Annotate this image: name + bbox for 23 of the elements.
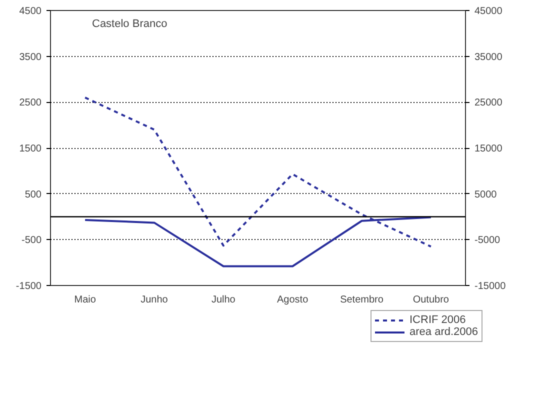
y-tick-label: 2500: [19, 98, 42, 109]
x-tick-label: Junho: [140, 294, 168, 306]
y2-tick-label: 45000: [474, 6, 503, 17]
text: Castelo Branco: [92, 18, 168, 30]
y-tick-label: 1500: [19, 144, 42, 154]
x-tick-label: Agosto: [277, 294, 309, 306]
y2-tick-label: 35000: [474, 52, 503, 63]
y2-tick-label: 25000: [474, 98, 503, 109]
x-tick-label: Setembro: [340, 294, 384, 306]
y2-tick-label: 5000: [474, 189, 498, 200]
y2-tick-label: -5000: [474, 235, 501, 246]
y2-tick-label: 15000: [474, 144, 503, 154]
y-tick-label: -500: [21, 235, 42, 246]
y-tick-label: 3500: [19, 52, 42, 63]
y2-tick-label: -15000: [474, 281, 506, 292]
legend-label: ICRIF 2006: [410, 314, 466, 326]
y-tick-label: 500: [24, 189, 42, 200]
y-tick-label: -1500: [16, 281, 42, 292]
x-tick-label: Julho: [211, 294, 236, 306]
legend-label: area ard.2006: [410, 326, 478, 338]
x-tick-label: Outubro: [412, 294, 450, 306]
y-tick-label: 4500: [19, 6, 42, 17]
x-tick-label: Maio: [74, 294, 96, 306]
